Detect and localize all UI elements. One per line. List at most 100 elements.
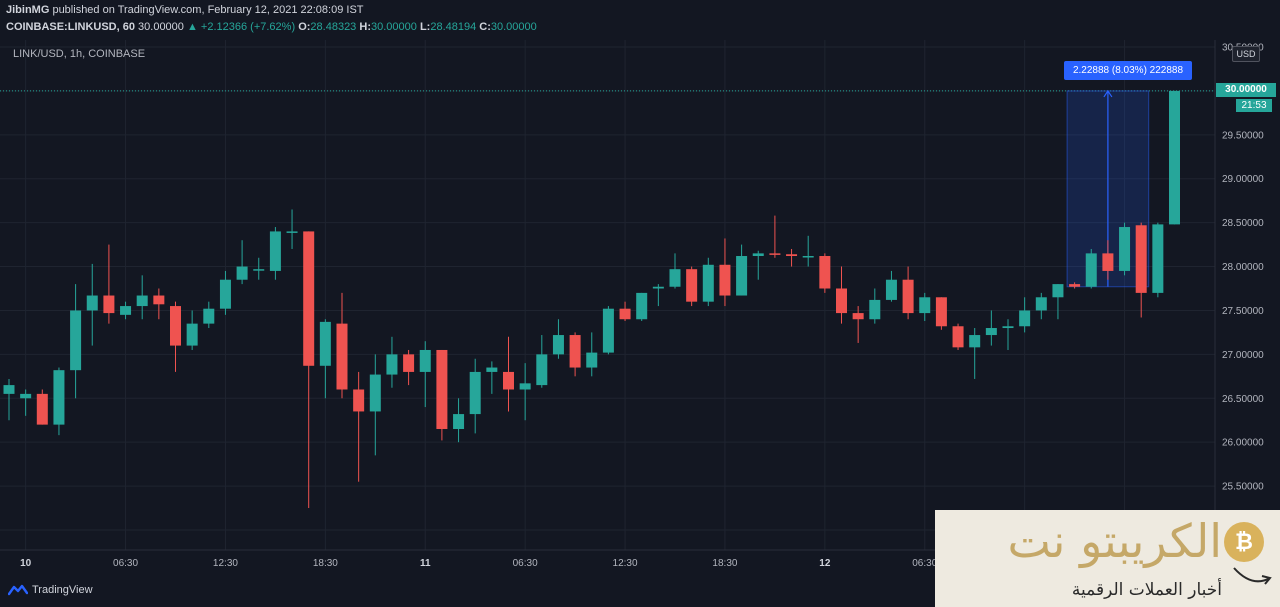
- candle[interactable]: [869, 288, 881, 324]
- candle[interactable]: [969, 328, 981, 379]
- candle-body: [136, 295, 148, 307]
- candle[interactable]: [170, 301, 181, 372]
- publish-text: published on TradingView.com, February 1…: [49, 4, 364, 16]
- candle[interactable]: [53, 367, 65, 436]
- candle[interactable]: [686, 266, 698, 307]
- high-label: H:: [359, 21, 371, 33]
- candle[interactable]: [1119, 222, 1131, 276]
- candle-body: [286, 231, 298, 233]
- candle[interactable]: [602, 306, 614, 355]
- price-axis[interactable]: 30.5000030.0000029.5000029.0000028.50000…: [1214, 40, 1264, 578]
- low-label: L:: [419, 21, 431, 33]
- candle[interactable]: [935, 297, 947, 330]
- candle[interactable]: [303, 231, 315, 509]
- time-tick-label: 12:30: [213, 558, 238, 569]
- tradingview-icon: [8, 584, 28, 596]
- candle[interactable]: [20, 389, 32, 416]
- site-watermark: ₿ الكريبتو نت أخبار العملات الرقمية: [935, 510, 1280, 607]
- candle[interactable]: [519, 363, 531, 421]
- watermark-subtitle: أخبار العملات الرقمية: [1071, 580, 1222, 600]
- candle[interactable]: [153, 288, 165, 320]
- candle-body: [1152, 224, 1164, 293]
- price-chart[interactable]: 30.5000030.0000029.5000029.0000028.50000…: [0, 40, 1280, 578]
- candle[interactable]: [403, 349, 415, 386]
- currency-badge[interactable]: USD: [1232, 46, 1260, 62]
- candle[interactable]: [652, 284, 664, 307]
- candle[interactable]: [503, 336, 514, 412]
- candle[interactable]: [1102, 240, 1114, 280]
- candle[interactable]: [952, 323, 964, 350]
- candle[interactable]: [1019, 297, 1031, 333]
- candle[interactable]: [852, 306, 864, 343]
- candle-body: [1019, 310, 1031, 327]
- candle[interactable]: [103, 244, 115, 324]
- candle[interactable]: [1035, 292, 1047, 320]
- candle[interactable]: [336, 292, 348, 399]
- candle[interactable]: [1085, 248, 1097, 289]
- candle[interactable]: [236, 240, 248, 285]
- last-price-tag: 30.00000: [1216, 83, 1276, 97]
- candle[interactable]: [702, 257, 714, 307]
- price-tick-label: 27.50000: [1222, 306, 1264, 317]
- candle[interactable]: [1135, 222, 1147, 318]
- candle[interactable]: [486, 361, 498, 394]
- candle[interactable]: [86, 263, 98, 346]
- candle[interactable]: [219, 270, 231, 315]
- candle[interactable]: [203, 301, 215, 329]
- candle[interactable]: [70, 284, 82, 399]
- tradingview-logo[interactable]: TradingView: [8, 584, 93, 596]
- time-tick-label: 10: [20, 558, 32, 569]
- candle[interactable]: [669, 253, 681, 289]
- candle[interactable]: [985, 310, 997, 346]
- candle[interactable]: [769, 215, 781, 258]
- candle[interactable]: [36, 389, 48, 425]
- candle[interactable]: [453, 398, 465, 443]
- candle[interactable]: [469, 358, 481, 434]
- candle[interactable]: [253, 257, 265, 280]
- candle[interactable]: [1069, 282, 1081, 289]
- candle[interactable]: [719, 238, 731, 307]
- candle[interactable]: [286, 209, 298, 249]
- candle[interactable]: [436, 349, 448, 441]
- candle[interactable]: [319, 319, 331, 399]
- candle[interactable]: [752, 250, 764, 280]
- candle[interactable]: [3, 378, 15, 421]
- measure-tool[interactable]: [1066, 89, 1150, 288]
- symbol-label: COINBASE:LINKUSD, 60: [6, 21, 135, 33]
- candle[interactable]: [919, 292, 931, 321]
- candles[interactable]: [3, 90, 1181, 509]
- candle[interactable]: [1052, 284, 1064, 320]
- candle[interactable]: [819, 253, 831, 293]
- author-name[interactable]: JibinMG: [6, 4, 50, 16]
- candle[interactable]: [586, 332, 598, 377]
- candle[interactable]: [1169, 90, 1180, 225]
- candle[interactable]: [552, 319, 564, 359]
- candle[interactable]: [186, 310, 198, 350]
- price-tick-label: 26.00000: [1222, 438, 1264, 449]
- candle[interactable]: [353, 371, 365, 482]
- candle[interactable]: [536, 335, 548, 388]
- candle-body: [336, 323, 348, 390]
- candle[interactable]: [386, 336, 398, 388]
- candle[interactable]: [369, 354, 381, 456]
- candle[interactable]: [1152, 222, 1164, 298]
- candle-body: [869, 299, 881, 320]
- candle[interactable]: [619, 301, 631, 321]
- candle[interactable]: [419, 341, 431, 408]
- candle[interactable]: [802, 235, 814, 267]
- candle[interactable]: [569, 332, 581, 377]
- candle-body: [303, 231, 315, 366]
- candle[interactable]: [269, 227, 281, 280]
- candle[interactable]: [1002, 319, 1014, 350]
- candle[interactable]: [636, 292, 648, 321]
- candle[interactable]: [736, 244, 748, 296]
- candle-body: [353, 389, 365, 412]
- candle[interactable]: [136, 275, 148, 320]
- candle-body: [885, 279, 897, 300]
- time-tick-label: 11: [420, 558, 431, 569]
- candle[interactable]: [120, 301, 132, 320]
- candle[interactable]: [786, 248, 798, 267]
- candle[interactable]: [836, 266, 847, 324]
- candle[interactable]: [885, 270, 897, 302]
- candle[interactable]: [902, 266, 914, 320]
